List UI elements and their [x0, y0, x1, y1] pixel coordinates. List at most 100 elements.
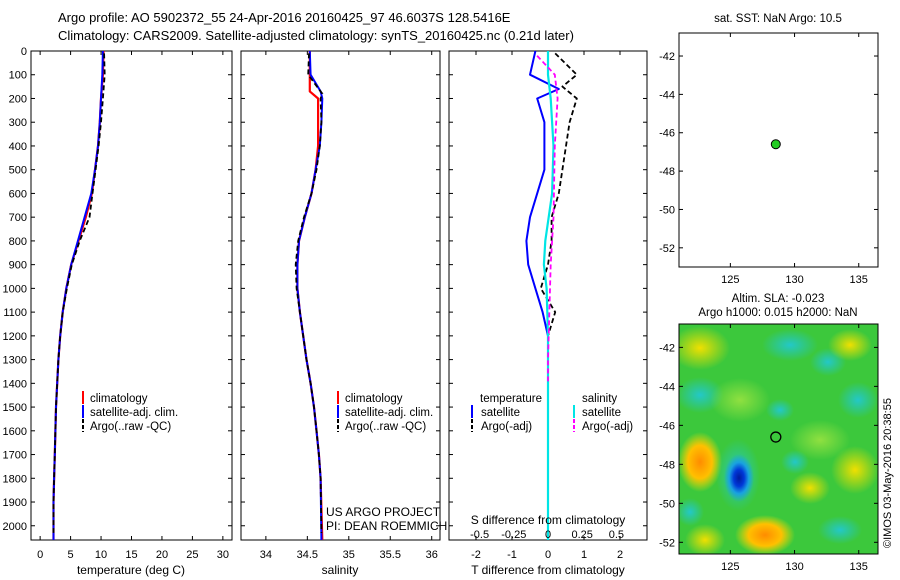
- depth-tick-label: 500: [9, 165, 27, 177]
- series-argo-raw-qc: [294, 53, 324, 533]
- figure-title-line1: Argo profile: AO 5902372_55 24-Apr-2016 …: [58, 10, 511, 25]
- x-tick-label: 2: [617, 549, 623, 561]
- map-y-tick-label: -46: [659, 128, 675, 140]
- salinity-lines: [294, 50, 324, 541]
- legend-argo: Argo(..raw -QC): [90, 421, 171, 433]
- series-climatology: [52, 50, 105, 540]
- map-x-tick-label: 135: [850, 561, 868, 573]
- sst-map-ticks: 125 130 135 -42 -44 -46 -48 -50 -52: [659, 33, 878, 286]
- depth-tick-label: 1800: [3, 473, 27, 485]
- salinity-legend: climatology satellite-adj. clim. Argo(..…: [337, 391, 433, 433]
- map-y-tick-label: -46: [659, 420, 675, 432]
- legend-salinity-argo: Argo(-adj): [582, 421, 633, 433]
- series-satellite-adj-clim: [52, 50, 104, 540]
- x-tick-label: 25: [186, 549, 198, 561]
- map-y-tick-label: -50: [659, 204, 675, 216]
- depth-tick-label: 1600: [3, 426, 27, 438]
- difference-legend: temperature satellite Argo(-adj) salinit…: [471, 393, 633, 433]
- map-x-tick-label: 125: [721, 274, 739, 286]
- sla-map-frame: [678, 323, 879, 555]
- x-tick-label: -1: [507, 549, 517, 561]
- map-y-tick-label: -42: [659, 342, 675, 354]
- legend-temperature-argo: Argo(-adj): [481, 421, 532, 433]
- argo-float-marker: [770, 431, 782, 443]
- depth-tick-labels: 0 100 200 300 400 500 600 700 800 900 1000 1100 1200…: [3, 46, 232, 533]
- salinity-difference-tick-label: 0: [545, 529, 551, 541]
- temperature-axes-frame: [30, 50, 233, 541]
- x-tick-label: 1: [581, 549, 587, 561]
- map-y-tick-label: -48: [659, 166, 675, 178]
- salinity-y-ticks: [241, 50, 440, 527]
- difference-y-ticks: [449, 50, 647, 527]
- legend-temperature-satellite: satellite: [481, 407, 520, 419]
- depth-tick-label: 100: [9, 70, 27, 82]
- salinity-difference-tick-label: -0.5: [470, 529, 489, 541]
- sla-map: Altim. SLA: -0.023 Argo h1000: 0.015 h20…: [659, 293, 894, 573]
- map-x-tick-label: 130: [785, 561, 803, 573]
- salinity-difference-tick-label: 0.25: [571, 529, 592, 541]
- map-y-tick-label: -44: [659, 89, 675, 101]
- depth-tick-label: 900: [9, 260, 27, 272]
- x-tick-label: 0: [37, 549, 43, 561]
- legend-salinity-satellite: satellite: [582, 407, 621, 419]
- sla-field: [679, 324, 878, 554]
- difference-panel: -2 -1 0 1 2 -0.5 -0.25 0 0.25 0.5 S difference f…: [448, 50, 648, 577]
- series-argo-raw-qc: [52, 53, 106, 533]
- argo-float-marker: [770, 139, 781, 150]
- salinity-difference-ticks: -0.5 -0.25 0 0.25 0.5: [470, 529, 624, 541]
- depth-tick-label: 0: [21, 46, 27, 58]
- depth-tick-label: 1700: [3, 450, 27, 462]
- temperature-panel: 0100200300400500600700800900100011001200…: [3, 46, 233, 577]
- sst-map: sat. SST: NaN Argo: 10.5 125 130 135 -42 -44…: [659, 13, 879, 286]
- sla-map-ticks: 125 130 135 -42 -44 -46 -48 -50 -52: [659, 324, 878, 573]
- depth-tick-label: 600: [9, 188, 27, 200]
- temperature-x-ticks: 0 5 10 15 20 25 30: [37, 51, 229, 561]
- salinity-axes-frame: [240, 50, 441, 541]
- temperature-legend: climatology satellite-adj. clim. Argo(..…: [82, 391, 178, 433]
- map-y-tick-label: -48: [659, 459, 675, 471]
- depth-tick-label: 1300: [3, 355, 27, 367]
- x-tick-label: 5: [68, 549, 74, 561]
- map-x-tick-label: 125: [721, 561, 739, 573]
- depth-tick-label: 1000: [3, 283, 27, 295]
- series-salinity-satellite: [542, 51, 555, 540]
- depth-tick-label: 1200: [3, 331, 27, 343]
- depth-tick-label: 800: [9, 236, 27, 248]
- temperature-difference-label: T difference from climatology: [471, 563, 625, 577]
- map-x-tick-label: 135: [850, 274, 868, 286]
- x-tick-label: 34: [260, 549, 272, 561]
- legend-satellite: satellite-adj. clim.: [345, 407, 433, 419]
- depth-tick-label: 400: [9, 141, 27, 153]
- legend-climatology: climatology: [90, 393, 148, 405]
- x-tick-label: 34.5: [297, 549, 318, 561]
- sla-map-title-line2: Argo h1000: 0.015 h2000: NaN: [698, 307, 857, 319]
- imos-watermark: ©IMOS 03-May-2016 20:38:55: [882, 398, 894, 548]
- map-y-tick-label: -52: [659, 537, 675, 549]
- x-tick-label: 30: [217, 549, 229, 561]
- credit-project: US ARGO PROJECT: [326, 505, 441, 519]
- sst-map-frame: [678, 32, 879, 268]
- x-tick-label: 0: [545, 549, 551, 561]
- depth-tick-label: 1500: [3, 402, 27, 414]
- x-tick-label: 35: [343, 549, 355, 561]
- depth-tick-label: 700: [9, 212, 27, 224]
- legend-climatology: climatology: [345, 393, 403, 405]
- map-x-tick-label: 130: [785, 274, 803, 286]
- depth-tick-label: 2000: [3, 521, 27, 533]
- salinity-difference-tick-label: 0.5: [609, 529, 624, 541]
- figure-title-line2: Climatology: CARS2009. Satellite-adjuste…: [58, 28, 574, 43]
- temperature-lines: [52, 50, 106, 540]
- series-temperature-argo-adj: [539, 52, 578, 533]
- x-tick-label: 10: [95, 549, 107, 561]
- salinity-x-ticks: 34 34.5 35 35.5 36: [260, 51, 438, 561]
- map-y-tick-label: -44: [659, 381, 675, 393]
- x-tick-label: -2: [471, 549, 481, 561]
- x-tick-label: 20: [156, 549, 168, 561]
- legend-satellite: satellite-adj. clim.: [90, 407, 178, 419]
- salinity-panel: 34 34.5 35 35.5 36 salinity climatology sate…: [240, 50, 447, 577]
- legend-salinity-heading: salinity: [582, 393, 617, 405]
- sst-map-title: sat. SST: NaN Argo: 10.5: [714, 13, 842, 25]
- salinity-x-label: salinity: [322, 563, 359, 577]
- depth-tick-label: 1900: [3, 497, 27, 509]
- x-tick-label: 36: [426, 549, 438, 561]
